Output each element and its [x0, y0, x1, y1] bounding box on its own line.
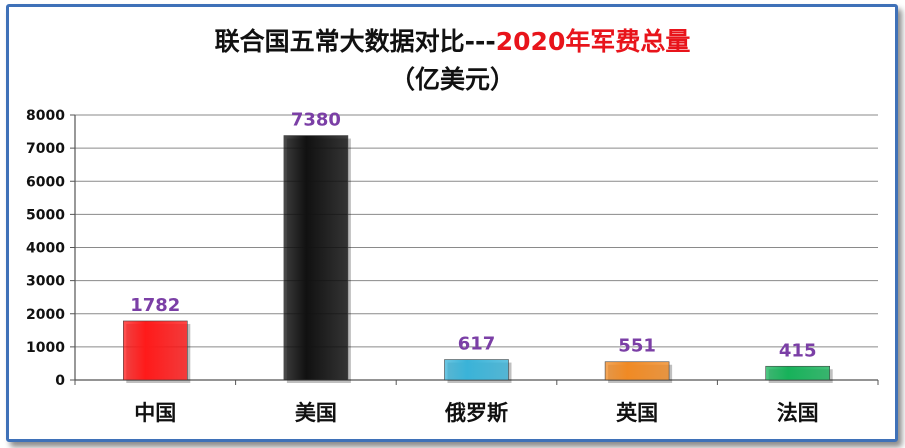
y-tick-label: 4000: [26, 241, 65, 257]
bar: [604, 361, 670, 381]
y-tick-label: 1000: [26, 340, 65, 356]
bar: [283, 135, 349, 381]
y-tick-label: 5000: [26, 207, 65, 223]
x-tick-label: 英国: [616, 401, 658, 425]
x-tick-label: 俄罗斯: [444, 401, 508, 425]
bar: [444, 359, 509, 381]
chart-title: 联合国五常大数据对比---2020年军费总量: [0, 22, 905, 58]
y-tick-label: 2000: [26, 307, 65, 323]
y-tick-label: 7000: [26, 141, 65, 157]
bar: [765, 365, 831, 381]
y-tick-label: 3000: [26, 274, 65, 290]
y-tick-label: 0: [55, 373, 65, 389]
data-label: 551: [618, 336, 656, 357]
data-label: 1782: [130, 295, 180, 316]
y-tick-label: 6000: [26, 174, 65, 190]
x-tick-label: 美国: [295, 401, 337, 425]
data-label: 7380: [291, 110, 341, 131]
data-label: 617: [458, 334, 496, 355]
data-label: 415: [779, 340, 817, 361]
x-tick-label: 中国: [134, 401, 176, 425]
chart-title-highlight: 2020年军费总量: [495, 27, 691, 56]
y-tick-label: 8000: [26, 108, 65, 124]
x-tick-label: 法国: [777, 401, 819, 425]
bar: [123, 320, 188, 381]
chart-subtitle: （亿美元）: [389, 65, 515, 94]
chart-title-main: 联合国五常大数据对比---: [214, 27, 496, 56]
